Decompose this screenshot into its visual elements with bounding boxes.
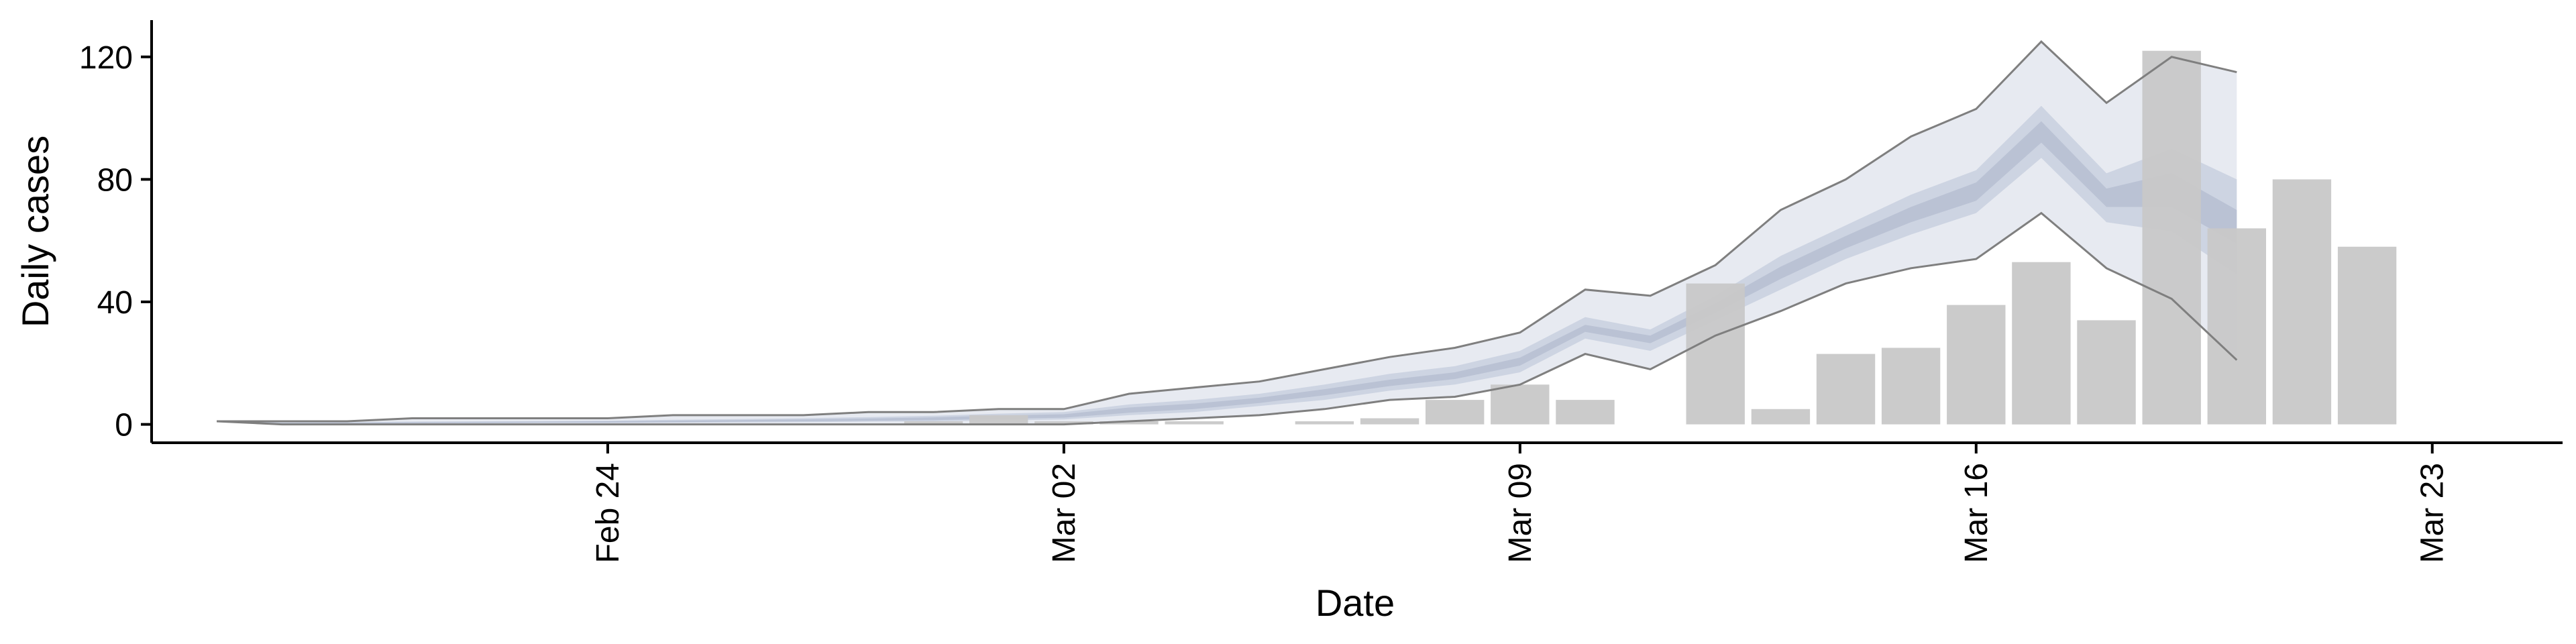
case-bar <box>2207 228 2266 425</box>
axes: 0 40 80 120 Feb 24 Mar 02 Mar 09 Mar 16 Mar 23 <box>79 20 2563 563</box>
interval-bound-lines <box>217 40 2238 426</box>
case-bar <box>1816 354 1876 425</box>
case-bar <box>1295 421 1354 425</box>
y-tick-label: 0 <box>115 408 133 443</box>
upper-bound-line <box>217 40 2237 423</box>
case-bar <box>1947 305 2006 425</box>
case-bar <box>1491 384 1550 425</box>
lower-bound-line <box>217 211 2238 426</box>
daily-case-bars <box>904 50 2397 425</box>
case-bar <box>2012 262 2071 425</box>
x-tick-label: Mar 02 <box>1046 463 1082 563</box>
case-bar <box>2337 246 2397 425</box>
y-axis-title: Daily cases <box>14 136 56 327</box>
case-bar <box>2077 320 2136 425</box>
case-bar <box>1165 421 1224 425</box>
case-bar <box>1686 283 1745 425</box>
case-bar <box>1360 418 1419 425</box>
x-tick-label: Mar 23 <box>2415 463 2451 563</box>
y-tick-label: 40 <box>97 285 133 321</box>
x-tick-label: Mar 16 <box>1959 463 1994 563</box>
case-bar <box>1099 421 1159 425</box>
case-bar <box>1556 400 1615 425</box>
x-axis-title: Date <box>1316 582 1395 624</box>
case-bar <box>1881 347 1941 425</box>
x-tick-label: Feb 24 <box>590 463 626 563</box>
case-bar <box>969 415 1028 425</box>
x-tick-label: Mar 09 <box>1503 463 1538 563</box>
case-bar <box>1751 409 1811 425</box>
case-bar <box>904 421 963 425</box>
y-tick-label: 120 <box>79 40 133 76</box>
y-tick-label: 80 <box>97 162 133 198</box>
case-bar <box>1426 400 1485 425</box>
case-bar <box>2272 179 2332 425</box>
case-bar <box>2142 50 2201 425</box>
case-bar <box>1034 421 1093 425</box>
